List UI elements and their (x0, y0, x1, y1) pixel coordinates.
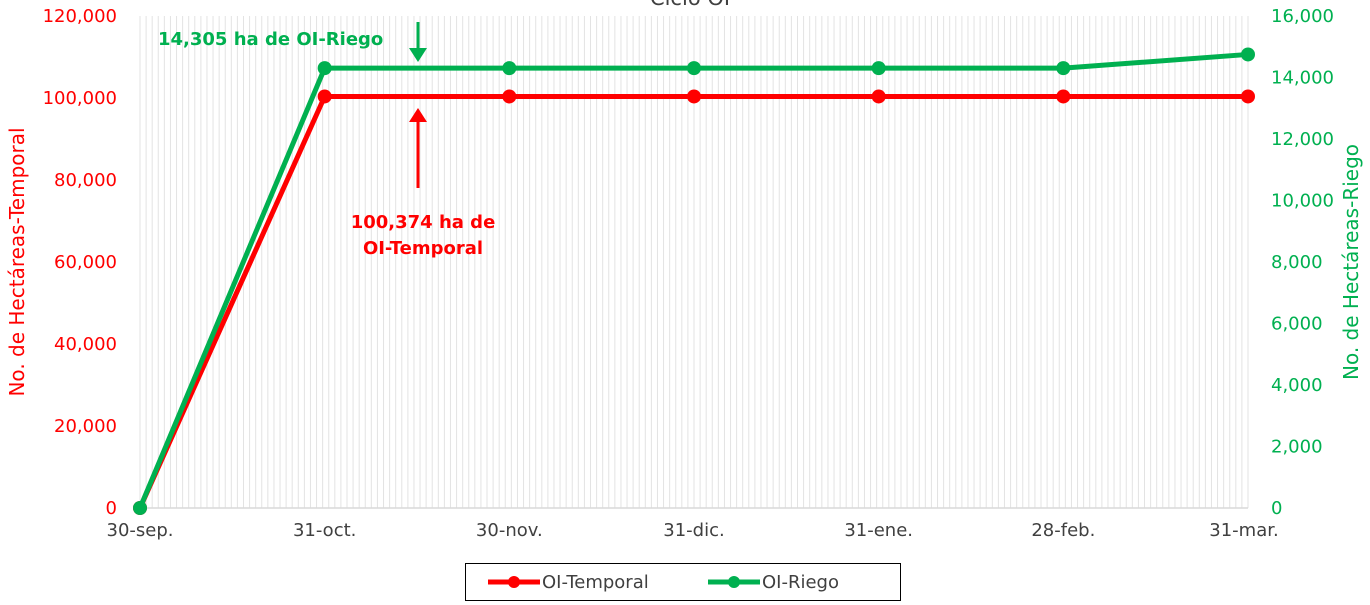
right-tick-label: 12,000 (1271, 129, 1334, 150)
legend-item-temporal: OI-Temporal (488, 564, 649, 600)
point-oi-temporal (1241, 89, 1255, 104)
x-tick-label: 30-nov. (476, 520, 543, 541)
left-tick-label: 20,000 (54, 416, 117, 437)
left-tick-label: 60,000 (54, 252, 117, 273)
legend-swatch-riego (708, 576, 760, 588)
annotation-riego-line-0: 14,305 ha de OI-Riego (158, 29, 383, 50)
left-tick-label: 80,000 (54, 170, 117, 191)
right-axis-ticks: 0 2,000 4,000 6,000 8,000 10,000 12,000 14,000 1… (1271, 6, 1334, 519)
point-oi-riego (133, 501, 147, 515)
annotation-temporal-line-0: 100,374 ha de (351, 212, 496, 233)
right-tick-label: 8,000 (1271, 252, 1323, 273)
point-oi-riego (317, 61, 332, 76)
right-tick-label: 4,000 (1271, 375, 1323, 396)
right-tick-label: 14,000 (1271, 68, 1334, 89)
x-tick-label: 31-dic. (663, 520, 724, 541)
left-tick-label: 0 (106, 498, 117, 519)
left-axis-label: No. de Hectáreas-Temporal (5, 127, 29, 396)
point-oi-riego (1241, 47, 1255, 62)
left-tick-label: 100,000 (43, 88, 117, 109)
series-layer (133, 47, 1255, 515)
point-oi-temporal (1056, 89, 1071, 104)
point-oi-temporal (687, 89, 701, 104)
chart-title: Ciclo OI (650, 0, 730, 10)
x-tick-label: 31-mar. (1209, 520, 1278, 541)
annotation-temporal-arrow-head (409, 108, 427, 122)
point-oi-riego (502, 61, 517, 76)
legend-label-riego: OI-Riego (762, 571, 839, 593)
point-oi-temporal (871, 89, 886, 104)
left-tick-label: 40,000 (54, 334, 117, 355)
point-oi-temporal (502, 89, 517, 104)
right-tick-label: 10,000 (1271, 191, 1334, 212)
right-tick-label: 2,000 (1271, 437, 1323, 458)
right-tick-label: 16,000 (1271, 6, 1334, 27)
right-axis-label: No. de Hectáreas-Riego (1339, 144, 1363, 380)
legend: OI-Temporal OI-Riego (465, 563, 901, 601)
x-tick-label: 31-oct. (293, 520, 356, 541)
x-tick-label: 31-ene. (844, 520, 913, 541)
point-oi-riego (1056, 61, 1071, 76)
legend-swatch-temporal (488, 576, 540, 588)
x-axis-ticks: 30-sep. 31-oct. 30-nov. 31-dic. 31-ene. 28-fe… (107, 520, 1279, 541)
x-tick-label: 28-feb. (1031, 520, 1095, 541)
point-oi-temporal (317, 89, 332, 104)
point-oi-riego (687, 61, 701, 76)
annotation-riego-arrow-head (409, 48, 427, 62)
x-tick-label: 30-sep. (107, 520, 174, 541)
legend-item-riego: OI-Riego (708, 564, 839, 600)
annotation-temporal-line-1: OI-Temporal (363, 238, 483, 259)
right-tick-label: 0 (1271, 498, 1282, 519)
left-tick-label: 120,000 (43, 6, 117, 27)
point-oi-riego (871, 61, 886, 76)
right-tick-label: 6,000 (1271, 314, 1323, 335)
legend-label-temporal: OI-Temporal (542, 571, 649, 593)
left-axis-ticks: 0 20,000 40,000 60,000 80,000 100,000 120,000 (43, 6, 117, 519)
